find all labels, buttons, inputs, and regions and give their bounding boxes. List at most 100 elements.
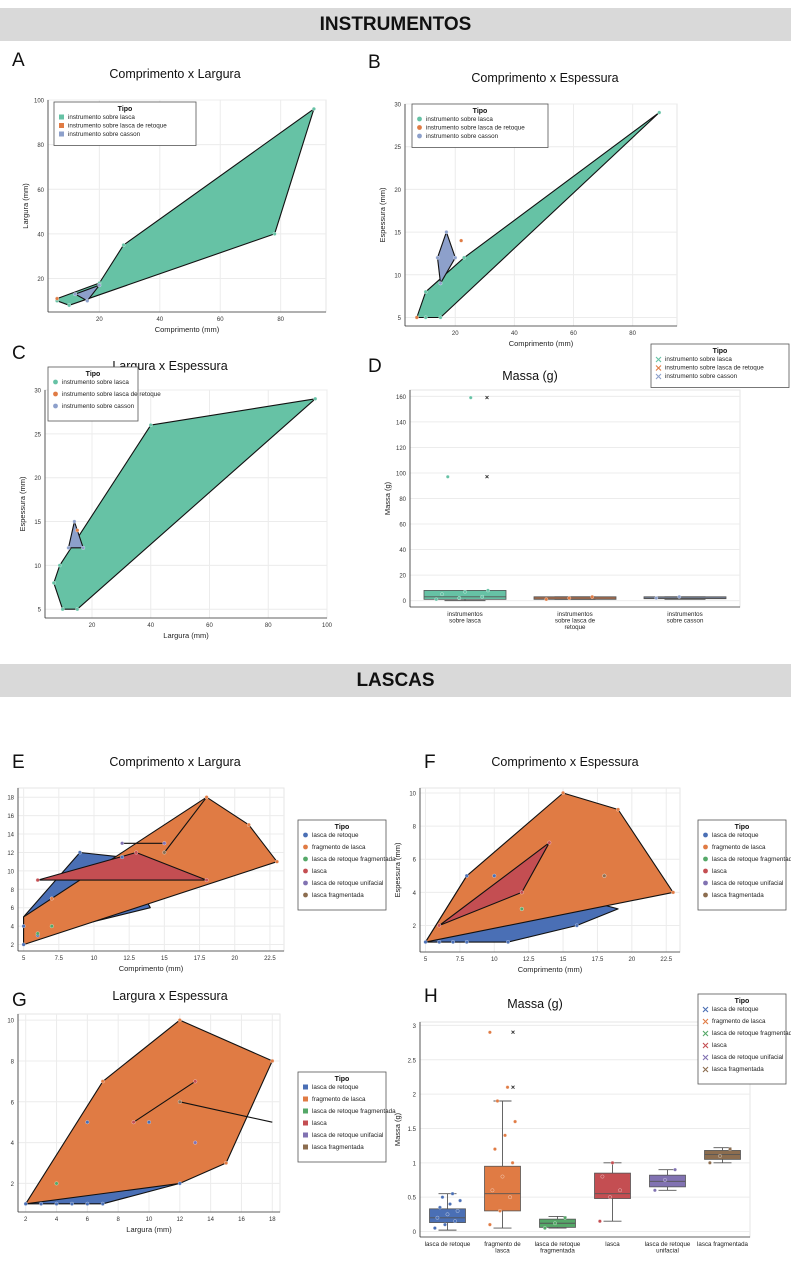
legend-marker-icon — [703, 832, 708, 838]
data-point — [66, 545, 71, 550]
y-tick-label: 3 — [413, 1024, 417, 1030]
y-tick-label: 60 — [399, 523, 406, 529]
panel-letter-c: C — [12, 343, 26, 364]
category-label-line: instrumentos — [667, 611, 702, 618]
outlier-marker — [511, 1085, 515, 1089]
data-point — [85, 298, 90, 303]
data-point — [616, 807, 621, 812]
x-tick-label: 15 — [560, 957, 567, 963]
legend-item-label: lasca de retoque fragmentada — [712, 856, 791, 863]
legend-item-label: lasca de retoque unifacial — [712, 1054, 783, 1061]
hull-polygon — [133, 1080, 196, 1123]
x-tick-label: 22.5 — [660, 957, 672, 963]
panel-letter-a: A — [12, 50, 25, 71]
axes: 0 20 40 60 80 100 120 140 160 — [396, 389, 741, 608]
legend-box — [650, 343, 790, 388]
data-point — [85, 1120, 90, 1125]
data-point — [728, 1147, 732, 1151]
data-point — [35, 931, 40, 936]
x-tick-label: 10 — [91, 956, 98, 962]
legend-item-label: instrumento sobre lasca de retoque — [665, 365, 764, 372]
legend-item-label: lasca de retoque — [712, 832, 759, 839]
legend-title: Tipo — [735, 998, 750, 1005]
x-tick-label: 20 — [89, 623, 96, 629]
data-point — [39, 1201, 44, 1206]
chart-b: 5 10 15 20 25 30 20 40 60 80 Comprimento x Espessu… — [378, 71, 678, 348]
outlier-marker — [485, 474, 489, 479]
chart-e: 2 4 6 8 10 12 14 16 18 5 7.5 10 12.5 15 17.5 20 22.5 Comp… — [7, 755, 396, 973]
legend-marker-icon — [655, 356, 662, 363]
y-tick-label: 2 — [11, 943, 15, 949]
data-point — [464, 873, 469, 878]
y-tick-label: 14 — [7, 833, 14, 839]
legend-marker-icon — [655, 365, 662, 371]
data-point — [440, 1195, 445, 1200]
y-tick-label: 30 — [34, 389, 41, 395]
y-tick-label: 10 — [7, 869, 14, 875]
x-tick-label: 7.5 — [55, 956, 64, 962]
legend-item-label: instrumento sobre lasca de retoque — [68, 123, 167, 130]
data-point — [444, 230, 449, 235]
x-tick-label: 60 — [217, 317, 224, 323]
data-point — [204, 878, 209, 883]
box — [594, 1172, 631, 1199]
data-point — [547, 840, 552, 845]
data-point — [147, 1120, 151, 1125]
data-point — [121, 243, 126, 248]
section-title: LASCAS — [356, 669, 435, 691]
x-tick-label: 17.5 — [194, 956, 206, 962]
x-tick-label: 40 — [511, 331, 518, 337]
data-point — [75, 528, 80, 533]
data-point — [495, 1099, 500, 1103]
y-tick-label: 8 — [413, 825, 417, 831]
data-point — [462, 255, 467, 260]
y-tick-label: 5 — [398, 316, 402, 322]
panel-letter-d: D — [368, 356, 382, 377]
category-label-line: lasca de retoque — [425, 1241, 471, 1248]
legend-title: Tipo — [473, 108, 488, 115]
data-point — [54, 1201, 59, 1206]
category-label: lasca de retoque — [425, 1241, 471, 1248]
data-point — [602, 873, 607, 878]
x-tick-label: 60 — [206, 623, 213, 629]
legend-item-label: lasca de retoque fragmentada — [312, 856, 396, 863]
data-point — [54, 1181, 59, 1186]
legend-title: Tipo — [335, 1076, 350, 1083]
legend-item-label: lasca fragmentada — [712, 892, 764, 899]
legend-marker-icon — [703, 844, 708, 850]
legend-marker-icon — [303, 856, 308, 862]
chart-a: 20 40 60 80 100 20 40 60 80 Comprimento x Largura… — [21, 67, 327, 334]
data-point — [453, 255, 458, 260]
legend-marker-icon — [53, 379, 58, 385]
data-point — [618, 1188, 622, 1193]
data-point — [177, 1018, 182, 1023]
chart-title: Comprimento x Largura — [109, 755, 240, 769]
data-point — [457, 596, 462, 600]
panel-letter-h: H — [424, 986, 438, 1007]
x-tick-label: 16 — [238, 1217, 245, 1223]
data-point — [224, 1161, 229, 1165]
data-point — [498, 1209, 502, 1213]
category-label-line: lasca — [495, 1248, 510, 1255]
y-tick-label: 140 — [396, 420, 407, 426]
x-tick-label: 20 — [231, 956, 238, 962]
y-tick-label: 20 — [394, 188, 401, 194]
x-axis-label: Comprimento (mm) — [119, 964, 184, 973]
category-label: instrumentos sobre lasca de retoque — [555, 611, 596, 631]
x-tick-label: 18 — [269, 1217, 276, 1223]
legend-box — [697, 993, 787, 1085]
legend-box — [297, 819, 387, 911]
data-point — [77, 850, 82, 855]
category-label-line: lasca de retoque — [645, 1241, 691, 1248]
data-point — [193, 1079, 198, 1084]
data-point — [435, 255, 440, 260]
y-tick-label: 16 — [7, 814, 14, 820]
section-title: INSTRUMENTOS — [319, 13, 472, 35]
data-point — [75, 607, 80, 612]
category-label-line: sobre lasca — [449, 618, 481, 625]
legend-item-label: lasca de retoque fragmentada — [312, 1108, 396, 1115]
x-tick-label: 17.5 — [592, 957, 604, 963]
chart-title: Comprimento x Espessura — [471, 71, 618, 85]
data-point — [505, 1085, 510, 1090]
